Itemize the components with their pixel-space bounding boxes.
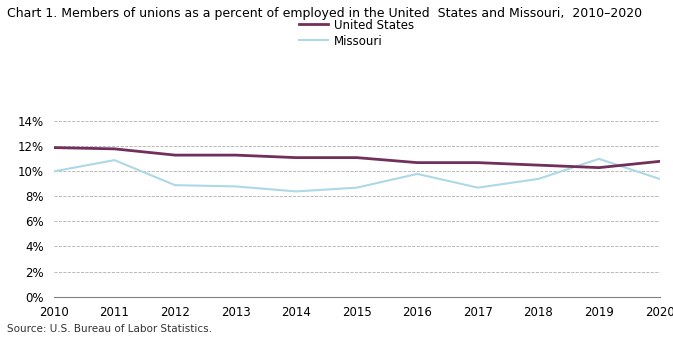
Line: United States: United States bbox=[54, 148, 660, 167]
Missouri bbox=[534, 177, 542, 181]
Missouri bbox=[595, 157, 603, 161]
Missouri bbox=[656, 177, 664, 181]
United States bbox=[292, 156, 300, 160]
United States bbox=[232, 153, 240, 157]
Missouri bbox=[171, 183, 179, 187]
Missouri bbox=[232, 184, 240, 188]
United States bbox=[595, 165, 603, 170]
Missouri bbox=[413, 172, 421, 176]
Text: Source: U.S. Bureau of Labor Statistics.: Source: U.S. Bureau of Labor Statistics. bbox=[7, 324, 212, 334]
Text: Chart 1. Members of unions as a percent of employed in the United  States and Mi: Chart 1. Members of unions as a percent … bbox=[7, 7, 642, 20]
United States bbox=[534, 163, 542, 167]
United States bbox=[474, 161, 482, 165]
Line: Missouri: Missouri bbox=[54, 159, 660, 191]
United States bbox=[413, 161, 421, 165]
Missouri bbox=[474, 186, 482, 190]
United States bbox=[171, 153, 179, 157]
United States bbox=[353, 156, 361, 160]
Missouri bbox=[110, 158, 118, 162]
Missouri bbox=[50, 170, 58, 174]
United States bbox=[110, 147, 118, 151]
Legend: United States, Missouri: United States, Missouri bbox=[299, 19, 415, 48]
United States bbox=[50, 146, 58, 150]
Missouri bbox=[292, 189, 300, 193]
Missouri bbox=[353, 186, 361, 190]
United States bbox=[656, 159, 664, 163]
